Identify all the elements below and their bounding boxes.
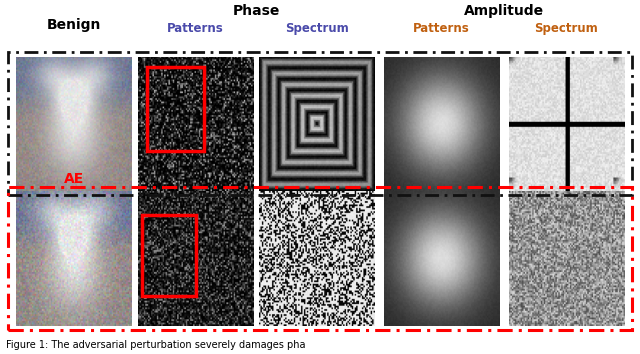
Text: Phase: Phase	[232, 4, 280, 18]
Text: Figure 1: The adversarial perturbation severely damages pha: Figure 1: The adversarial perturbation s…	[6, 340, 306, 350]
Text: AE: AE	[63, 172, 84, 186]
Text: Spectrum: Spectrum	[285, 22, 349, 35]
Bar	[8, 187, 632, 330]
Bar	[8, 52, 632, 195]
Text: Benign: Benign	[47, 18, 100, 32]
Text: Amplitude: Amplitude	[464, 4, 544, 18]
Text: Patterns: Patterns	[413, 22, 470, 35]
Bar	[147, 67, 204, 151]
Text: Patterns: Patterns	[167, 22, 223, 35]
Bar	[142, 215, 196, 296]
Text: Spectrum: Spectrum	[534, 22, 598, 35]
